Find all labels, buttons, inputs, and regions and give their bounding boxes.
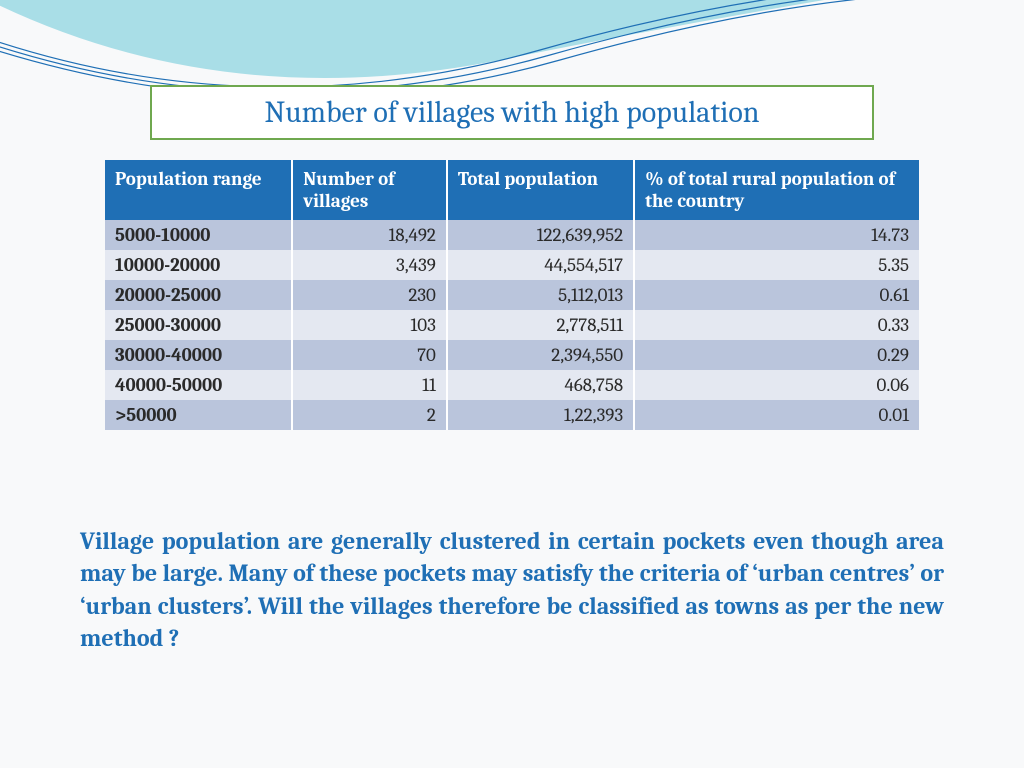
villages-table-container: Population range Number of villages Tota… xyxy=(105,160,919,430)
body-paragraph: Village population are generally cluster… xyxy=(80,525,944,655)
table-cell: 18,492 xyxy=(292,220,447,250)
table-cell: 0.01 xyxy=(634,400,919,430)
table-cell: 468,758 xyxy=(447,370,634,400)
table-cell: 230 xyxy=(292,280,447,310)
table-row: >5000021,22,3930.01 xyxy=(105,400,919,430)
table-cell: 70 xyxy=(292,340,447,370)
table-row: 30000-40000702,394,5500.29 xyxy=(105,340,919,370)
villages-table: Population range Number of villages Tota… xyxy=(105,160,919,430)
table-row: 40000-5000011468,7580.06 xyxy=(105,370,919,400)
table-cell: 0.33 xyxy=(634,310,919,340)
col-header-percent: % of total rural population of the count… xyxy=(634,160,919,220)
table-cell: 0.61 xyxy=(634,280,919,310)
table-cell: 20000-25000 xyxy=(105,280,292,310)
table-cell: 25000-30000 xyxy=(105,310,292,340)
table-cell: 5.35 xyxy=(634,250,919,280)
table-cell: 10000-20000 xyxy=(105,250,292,280)
col-header-population: Total population xyxy=(447,160,634,220)
col-header-villages: Number of villages xyxy=(292,160,447,220)
table-cell: 14.73 xyxy=(634,220,919,250)
table-row: 10000-200003,43944,554,5175.35 xyxy=(105,250,919,280)
table-cell: 2 xyxy=(292,400,447,430)
table-cell: 11 xyxy=(292,370,447,400)
table-header-row: Population range Number of villages Tota… xyxy=(105,160,919,220)
table-cell: >50000 xyxy=(105,400,292,430)
table-cell: 122,639,952 xyxy=(447,220,634,250)
table-cell: 3,439 xyxy=(292,250,447,280)
table-cell: 44,554,517 xyxy=(447,250,634,280)
table-cell: 30000-40000 xyxy=(105,340,292,370)
table-cell: 0.06 xyxy=(634,370,919,400)
table-cell: 0.29 xyxy=(634,340,919,370)
table-cell: 5000-10000 xyxy=(105,220,292,250)
page-title: Number of villages with high population xyxy=(150,85,874,140)
table-cell: 2,778,511 xyxy=(447,310,634,340)
col-header-range: Population range xyxy=(105,160,292,220)
table-cell: 40000-50000 xyxy=(105,370,292,400)
table-row: 5000-1000018,492122,639,95214.73 xyxy=(105,220,919,250)
table-cell: 5,112,013 xyxy=(447,280,634,310)
table-row: 25000-300001032,778,5110.33 xyxy=(105,310,919,340)
table-row: 20000-250002305,112,0130.61 xyxy=(105,280,919,310)
table-cell: 103 xyxy=(292,310,447,340)
table-cell: 2,394,550 xyxy=(447,340,634,370)
table-cell: 1,22,393 xyxy=(447,400,634,430)
